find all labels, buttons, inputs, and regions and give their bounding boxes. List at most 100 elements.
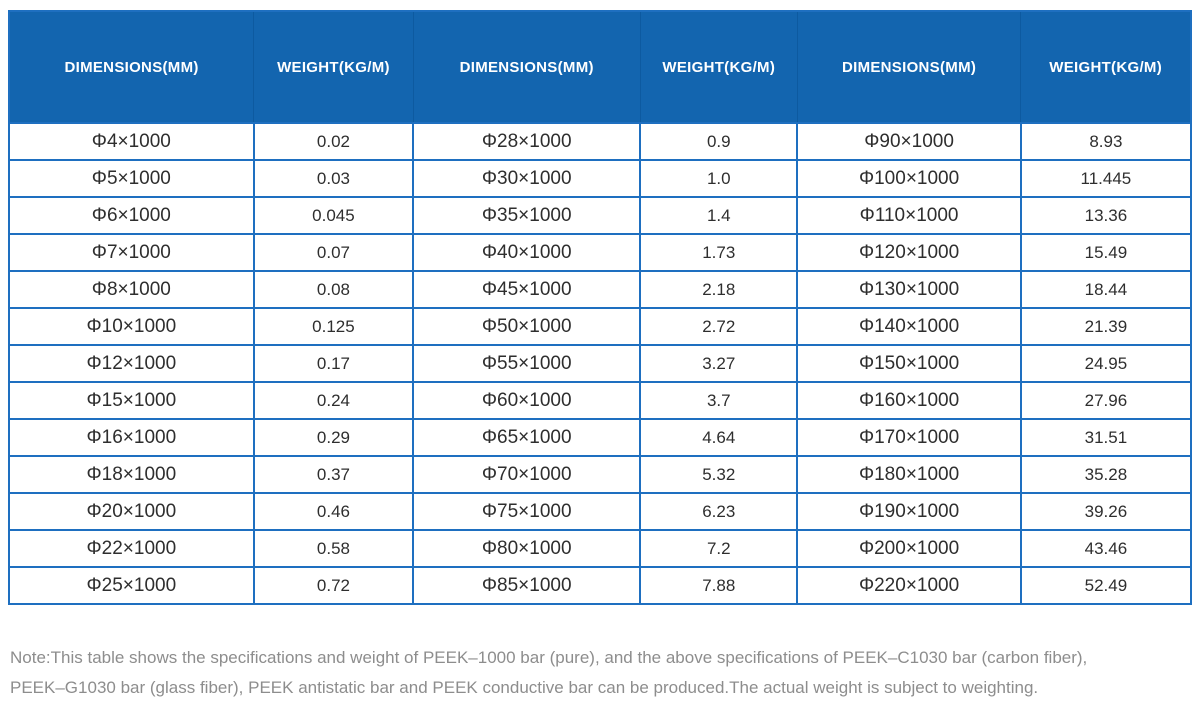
weight-cell: 43.46: [1019, 529, 1193, 568]
table-row: Φ10×1000 0.125 Φ50×1000 2.72 Φ140×1000 21.39: [8, 307, 1193, 346]
dimension-cell: Φ160×1000: [796, 381, 1022, 420]
dimension-cell: Φ5×1000: [8, 159, 255, 198]
dimension-cell: Φ8×1000: [8, 270, 255, 309]
dimension-cell: Φ35×1000: [412, 196, 642, 235]
table-row: Φ20×1000 0.46 Φ75×1000 6.23 Φ190×1000 39.26: [8, 492, 1193, 531]
dimension-cell: Φ75×1000: [412, 492, 642, 531]
note-line-2: PEEK–G1030 bar (glass fiber), PEEK antis…: [10, 678, 1039, 697]
dimension-cell: Φ7×1000: [8, 233, 255, 272]
dimension-cell: Φ180×1000: [796, 455, 1022, 494]
dimension-cell: Φ90×1000: [796, 122, 1022, 161]
weight-cell: 2.18: [639, 270, 799, 309]
header-row: DIMENSIONS(MM) WEIGHT(KG/M) DIMENSIONS(MM)…: [8, 10, 1193, 124]
dimension-cell: Φ25×1000: [8, 566, 255, 605]
dimension-cell: Φ70×1000: [412, 455, 642, 494]
weight-cell: 6.23: [639, 492, 799, 531]
weight-cell: 3.7: [639, 381, 799, 420]
weight-cell: 5.32: [639, 455, 799, 494]
weight-cell: 0.03: [252, 159, 415, 198]
dimension-cell: Φ110×1000: [796, 196, 1022, 235]
table-row: Φ15×1000 0.24 Φ60×1000 3.7 Φ160×1000 27.96: [8, 381, 1193, 420]
dimension-cell: Φ100×1000: [796, 159, 1022, 198]
dimension-cell: Φ130×1000: [796, 270, 1022, 309]
dimension-cell: Φ170×1000: [796, 418, 1022, 457]
weight-cell: 21.39: [1019, 307, 1193, 346]
column-header-weight-5: WEIGHT(KG/M): [1020, 10, 1193, 124]
dimension-cell: Φ140×1000: [796, 307, 1022, 346]
dimension-cell: Φ45×1000: [412, 270, 642, 309]
weight-cell: 0.125: [252, 307, 415, 346]
dimension-cell: Φ10×1000: [8, 307, 255, 346]
dimension-cell: Φ200×1000: [796, 529, 1022, 568]
weight-cell: 8.93: [1019, 122, 1193, 161]
table-row: Φ6×1000 0.045 Φ35×1000 1.4 Φ110×1000 13.36: [8, 196, 1193, 235]
dimension-cell: Φ50×1000: [412, 307, 642, 346]
table-row: Φ16×1000 0.29 Φ65×1000 4.64 Φ170×1000 31.51: [8, 418, 1193, 457]
weight-cell: 0.46: [252, 492, 415, 531]
weight-cell: 7.2: [639, 529, 799, 568]
table-note: Note:This table shows the specifications…: [10, 643, 1192, 703]
dimension-cell: Φ18×1000: [8, 455, 255, 494]
dimension-cell: Φ55×1000: [412, 344, 642, 383]
weight-cell: 1.4: [639, 196, 799, 235]
dimension-cell: Φ30×1000: [412, 159, 642, 198]
table-row: Φ7×1000 0.07 Φ40×1000 1.73 Φ120×1000 15.49: [8, 233, 1193, 272]
dimension-cell: Φ6×1000: [8, 196, 255, 235]
dimension-cell: Φ120×1000: [796, 233, 1022, 272]
weight-cell: 0.29: [252, 418, 415, 457]
spec-table-container: DIMENSIONS(MM) WEIGHT(KG/M) DIMENSIONS(MM)…: [8, 10, 1193, 605]
weight-cell: 52.49: [1019, 566, 1193, 605]
dimension-cell: Φ22×1000: [8, 529, 255, 568]
dimension-cell: Φ190×1000: [796, 492, 1022, 531]
dimension-cell: Φ60×1000: [412, 381, 642, 420]
table-row: Φ5×1000 0.03 Φ30×1000 1.0 Φ100×1000 11.445: [8, 159, 1193, 198]
weight-cell: 24.95: [1019, 344, 1193, 383]
weight-cell: 27.96: [1019, 381, 1193, 420]
table-row: Φ18×1000 0.37 Φ70×1000 5.32 Φ180×1000 35.28: [8, 455, 1193, 494]
dimension-cell: Φ150×1000: [796, 344, 1022, 383]
column-header-weight-3: WEIGHT(KG/M): [639, 10, 798, 124]
dimension-cell: Φ15×1000: [8, 381, 255, 420]
weight-cell: 0.07: [252, 233, 415, 272]
weight-cell: 0.24: [252, 381, 415, 420]
weight-cell: 3.27: [639, 344, 799, 383]
weight-cell: 2.72: [639, 307, 799, 346]
table-row: Φ25×1000 0.72 Φ85×1000 7.88 Φ220×1000 52.49: [8, 566, 1193, 605]
weight-cell: 0.02: [252, 122, 415, 161]
weight-cell: 1.0: [639, 159, 799, 198]
weight-cell: 13.36: [1019, 196, 1193, 235]
weight-cell: 11.445: [1019, 159, 1193, 198]
weight-cell: 31.51: [1019, 418, 1193, 457]
dimension-cell: Φ16×1000: [8, 418, 255, 457]
weight-cell: 0.045: [252, 196, 415, 235]
column-header-weight-1: WEIGHT(KG/M): [253, 10, 414, 124]
weight-cell: 35.28: [1019, 455, 1193, 494]
weight-cell: 4.64: [639, 418, 799, 457]
dimension-cell: Φ65×1000: [412, 418, 642, 457]
dimension-cell: Φ4×1000: [8, 122, 255, 161]
weight-cell: 0.9: [639, 122, 799, 161]
column-header-dim-4: DIMENSIONS(MM): [796, 10, 1022, 124]
table-row: Φ22×1000 0.58 Φ80×1000 7.2 Φ200×1000 43.46: [8, 529, 1193, 568]
table-row: Φ4×1000 0.02 Φ28×1000 0.9 Φ90×1000 8.93: [8, 122, 1193, 161]
weight-cell: 0.72: [252, 566, 415, 605]
weight-cell: 15.49: [1019, 233, 1193, 272]
weight-cell: 0.58: [252, 529, 415, 568]
table-header: DIMENSIONS(MM) WEIGHT(KG/M) DIMENSIONS(MM)…: [8, 10, 1193, 124]
dimension-cell: Φ28×1000: [412, 122, 642, 161]
column-header-dim-2: DIMENSIONS(MM): [412, 10, 641, 124]
weight-cell: 39.26: [1019, 492, 1193, 531]
weight-cell: 7.88: [639, 566, 799, 605]
table-row: Φ12×1000 0.17 Φ55×1000 3.27 Φ150×1000 24.95: [8, 344, 1193, 383]
weight-cell: 0.17: [252, 344, 415, 383]
note-line-1: Note:This table shows the specifications…: [10, 648, 1088, 667]
weight-cell: 1.73: [639, 233, 799, 272]
peek-bar-spec-table: DIMENSIONS(MM) WEIGHT(KG/M) DIMENSIONS(MM)…: [8, 10, 1193, 605]
dimension-cell: Φ20×1000: [8, 492, 255, 531]
table-row: Φ8×1000 0.08 Φ45×1000 2.18 Φ130×1000 18.44: [8, 270, 1193, 309]
dimension-cell: Φ220×1000: [796, 566, 1022, 605]
weight-cell: 0.37: [252, 455, 415, 494]
dimension-cell: Φ12×1000: [8, 344, 255, 383]
dimension-cell: Φ85×1000: [412, 566, 642, 605]
